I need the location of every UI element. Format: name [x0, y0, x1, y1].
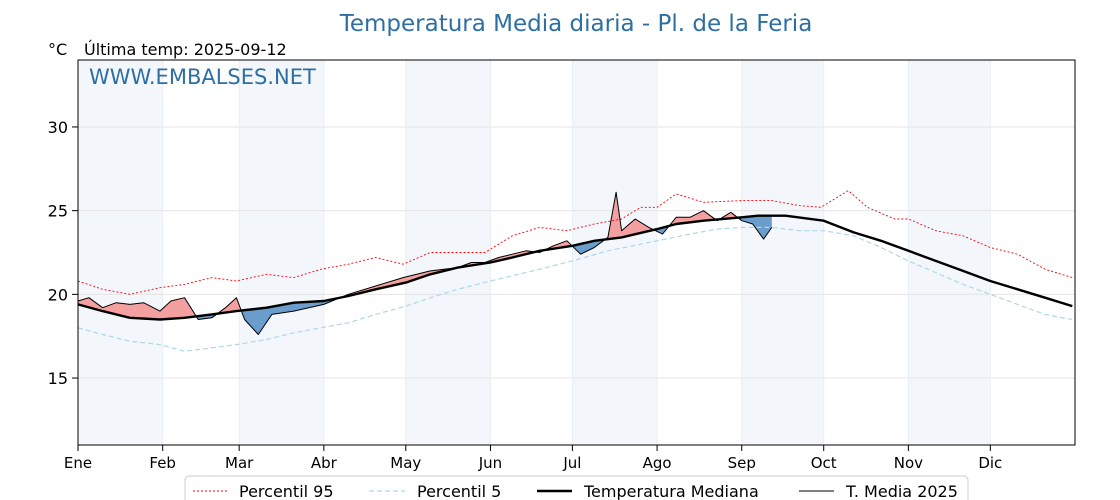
series-line-p95	[77, 190, 1073, 295]
x-tick-label-feb: Feb	[149, 454, 176, 472]
y-tick-label-30: 30	[48, 118, 68, 137]
x-tick-label-jun: Jun	[478, 454, 502, 472]
legend-p5-label: Percentil 5	[417, 482, 501, 500]
x-tick-label-mar: Mar	[225, 454, 254, 472]
x-tick-label-oct: Oct	[811, 454, 837, 472]
legend-2025-label: T. Media 2025	[845, 482, 958, 500]
x-tick-label-may: May	[390, 454, 421, 472]
fill-above-8	[603, 192, 655, 241]
watermark: WWW.EMBALSES.NET	[89, 65, 316, 89]
month-band-nov	[908, 60, 991, 445]
x-tick-label-abr: Abr	[311, 454, 338, 472]
legend-box	[184, 475, 969, 500]
x-tick-label-dic: Dic	[978, 454, 1002, 472]
series-line-year2025	[77, 191, 773, 335]
x-tick-label-sep: Sep	[728, 454, 756, 472]
month-band-sep	[741, 60, 824, 445]
plot-frame	[77, 59, 1076, 446]
x-tick-label-ene: Ene	[64, 454, 92, 472]
month-bands	[78, 60, 991, 445]
series-lines	[77, 190, 1073, 352]
y-tick-label-20: 20	[48, 285, 68, 304]
y-axis: 15 20 25 30	[48, 118, 78, 388]
fill-above-0	[78, 297, 197, 320]
month-band-ene	[78, 60, 163, 445]
fill-below-7	[571, 239, 606, 255]
x-axis: Ene Feb Mar Abr May Jun Jul Ago Sep Oct Nov Dic	[64, 445, 1002, 472]
legend-p95-label: Percentil 95	[239, 482, 334, 500]
last-temp-label: Última temp: 2025-09-12	[84, 40, 287, 59]
month-band-mar	[239, 60, 324, 445]
month-band-jul	[572, 60, 658, 445]
series-line-p5	[77, 226, 1073, 352]
legend: Percentil 95 Percentil 5 Temperatura Med…	[184, 475, 969, 500]
y-tick-label-15: 15	[48, 369, 68, 388]
chart-title: Temperatura Media diaria - Pl. de la Fer…	[339, 11, 813, 37]
x-tick-label-ago: Ago	[643, 454, 672, 472]
legend-median-label: Temperatura Mediana	[583, 482, 759, 500]
y-axis-unit: °C	[48, 40, 67, 59]
x-tick-label-nov: Nov	[894, 454, 923, 472]
x-tick-label-jul: Jul	[562, 454, 581, 472]
y-tick-label-25: 25	[48, 202, 68, 221]
